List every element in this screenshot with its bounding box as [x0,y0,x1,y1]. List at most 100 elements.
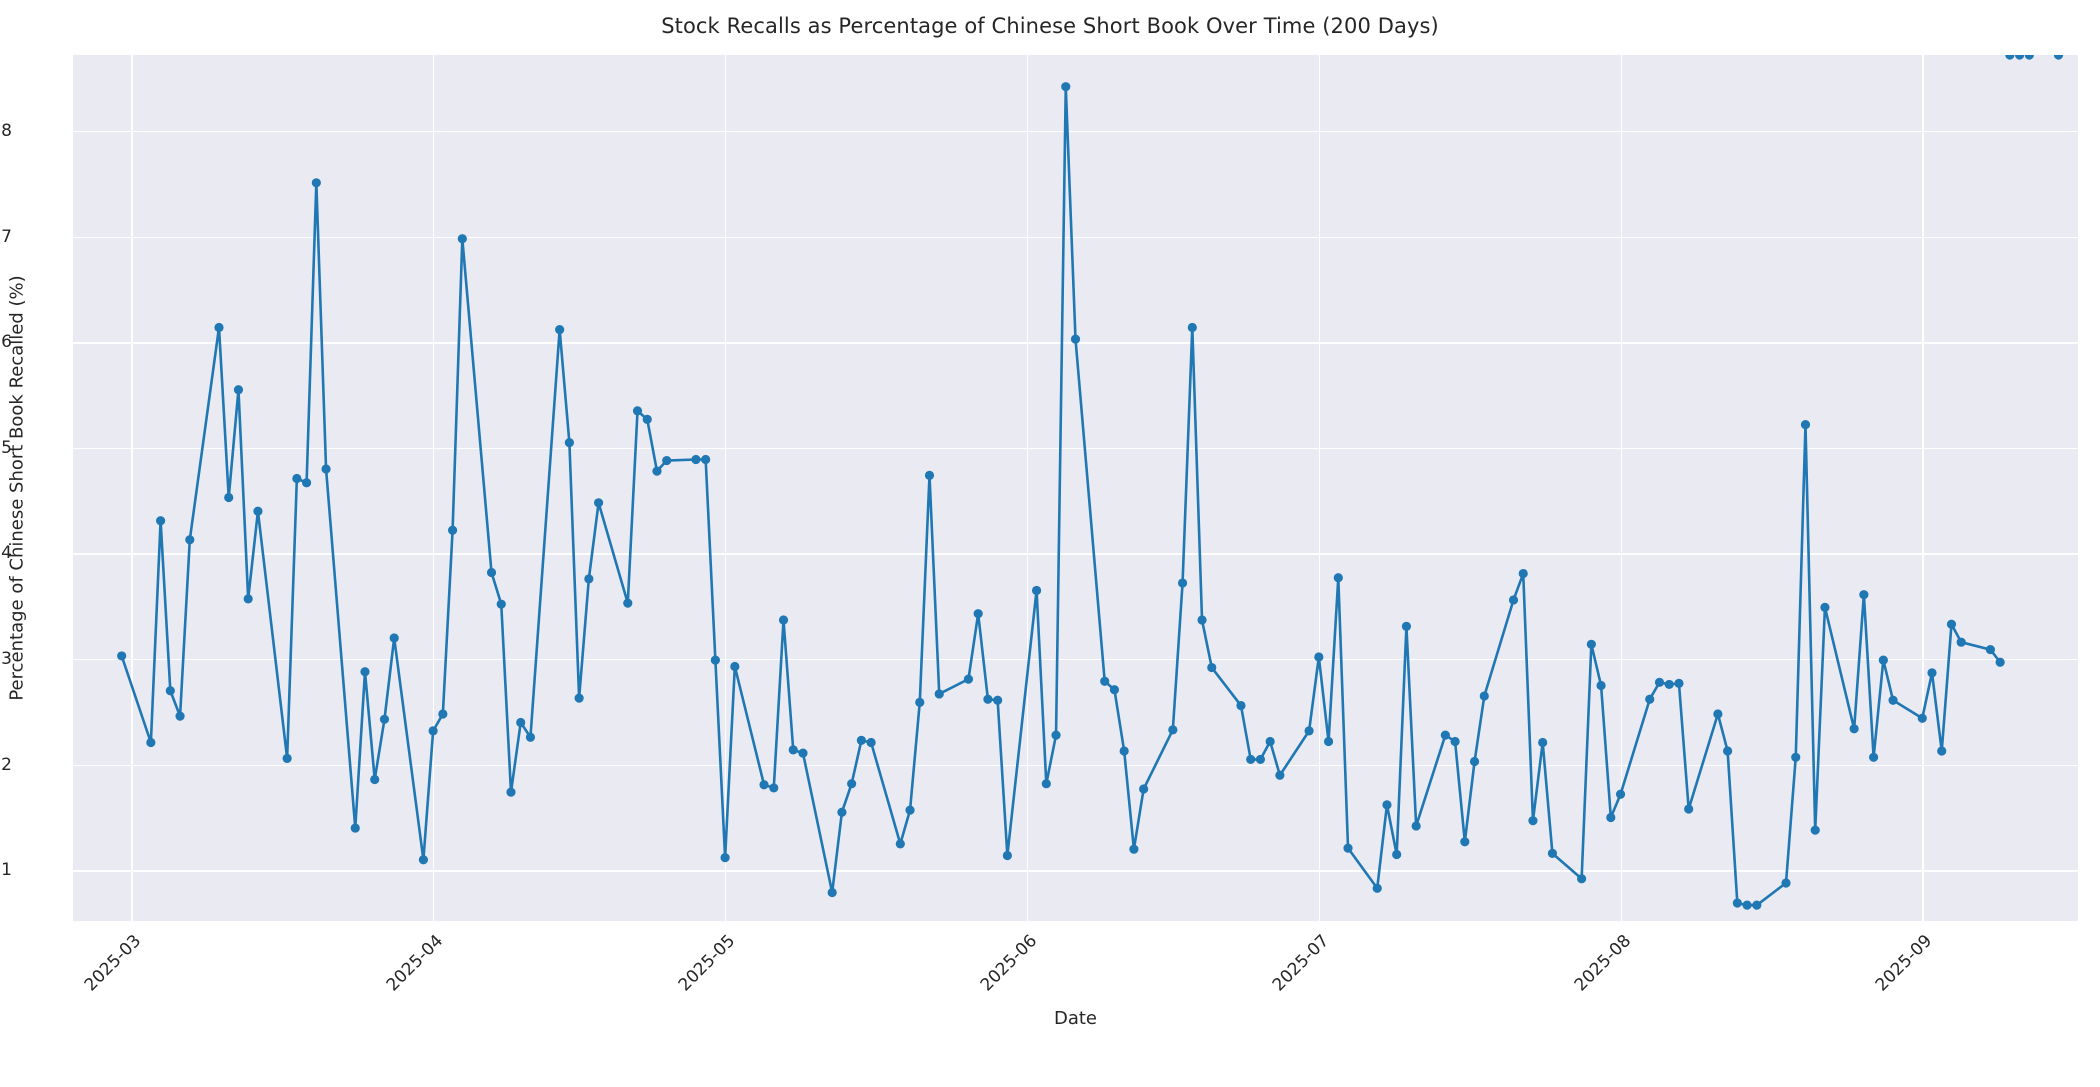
data-point-marker [370,774,380,785]
data-point-marker [1440,730,1450,740]
data-point-marker [516,717,526,728]
data-point-marker [2015,55,2025,60]
data-point-marker [847,779,857,789]
data-point-marker [1002,850,1012,861]
data-point-marker [778,615,789,625]
data-point-marker [224,492,234,503]
gridline-horizontal [73,447,2078,450]
series-line [120,85,2002,907]
y-tick-label: 7 [1,226,12,247]
data-point-marker [701,454,711,465]
data-point-marker [730,661,740,672]
data-point-marker [1878,655,1888,665]
data-point-marker [574,693,584,703]
gridline-vertical [433,55,435,921]
data-point-marker [496,599,506,609]
data-point-marker [1645,694,1655,704]
gridline-vertical [1620,55,1622,921]
data-point-marker [506,787,516,797]
data-point-marker [1956,637,1966,647]
data-point-marker [1187,322,1197,333]
chart-figure: Stock Recalls as Percentage of Chinese S… [1,14,2078,1029]
data-point-marker [652,466,662,476]
data-point-marker [915,697,925,707]
data-point-marker [185,535,195,545]
data-point-marker [1246,754,1256,765]
data-point-marker [1304,726,1314,736]
data-point-marker [1810,825,1820,835]
gridline-vertical [1026,55,1029,921]
data-point-marker [165,686,175,696]
data-point-marker [584,574,594,584]
gridline-horizontal [73,764,2078,766]
data-point-marker [214,322,224,333]
data-point-marker [905,805,915,815]
data-point-marker [1674,678,1684,688]
y-tick-label: 2 [1,754,12,775]
data-point-marker [1752,900,1762,910]
data-point-marker [983,694,993,704]
data-point-marker [1031,585,1042,596]
data-point-marker [438,709,448,719]
data-point-marker [1508,595,1519,605]
data-point-marker [1392,849,1402,860]
data-point-marker [1109,685,1120,695]
series-markers [117,55,2064,910]
data-point-marker [1411,821,1421,831]
data-point-marker [1917,713,1927,723]
y-tick-label: 3 [1,649,12,670]
data-point-marker [1333,573,1343,583]
data-point-marker [759,780,769,790]
data-point-marker [1382,800,1392,810]
data-point-marker [311,178,321,188]
data-point-marker [798,748,808,758]
data-point-marker [379,714,390,724]
data-point-marker [1654,677,1665,687]
data-point-marker [1139,784,1149,794]
gridline-horizontal [73,236,2078,238]
data-point-marker [691,454,701,465]
data-point-marker [1323,736,1334,747]
data-point-marker [1479,691,1489,701]
data-point-marker [1041,779,1051,789]
data-point-marker [827,887,837,898]
data-point-marker [1596,680,1606,691]
data-point-marker [1869,752,1879,762]
data-point-marker [1995,657,2005,667]
data-point-marker [1314,652,1324,662]
data-point-marker [934,689,944,699]
data-point-marker [632,406,643,416]
data-point-marker [1343,843,1353,853]
data-point-marker [2005,55,2015,60]
data-point-marker [146,737,156,748]
data-point-marker [486,567,497,578]
data-point-marker [175,711,185,721]
data-point-marker [457,234,467,244]
data-point-marker [1927,668,1937,678]
data-point-marker [1528,816,1538,826]
data-point-marker [1265,736,1275,747]
gridline-horizontal [73,553,2078,555]
data-point-marker [1450,736,1460,747]
data-point-marker [1723,746,1733,756]
data-point-marker [1129,844,1139,854]
data-point-marker [1800,420,1811,430]
data-point-marker [1177,578,1188,588]
data-point-marker [642,414,652,424]
data-point-marker [564,437,574,448]
data-point-marker [428,726,438,736]
data-point-marker [301,478,312,488]
data-point-marker [321,464,331,474]
data-point-marker [1946,619,1957,629]
data-point-marker [117,651,127,661]
data-point-marker [623,598,633,608]
gridline-vertical [1922,55,1924,921]
data-point-marker [156,516,166,526]
data-point-marker [837,807,847,817]
data-point-marker [1791,752,1801,762]
data-point-marker [418,855,428,865]
x-axis-label: Date [1053,1008,1098,1029]
data-point-marker [1985,644,1995,655]
data-point-marker [1061,82,1071,92]
data-point-marker [710,655,720,665]
